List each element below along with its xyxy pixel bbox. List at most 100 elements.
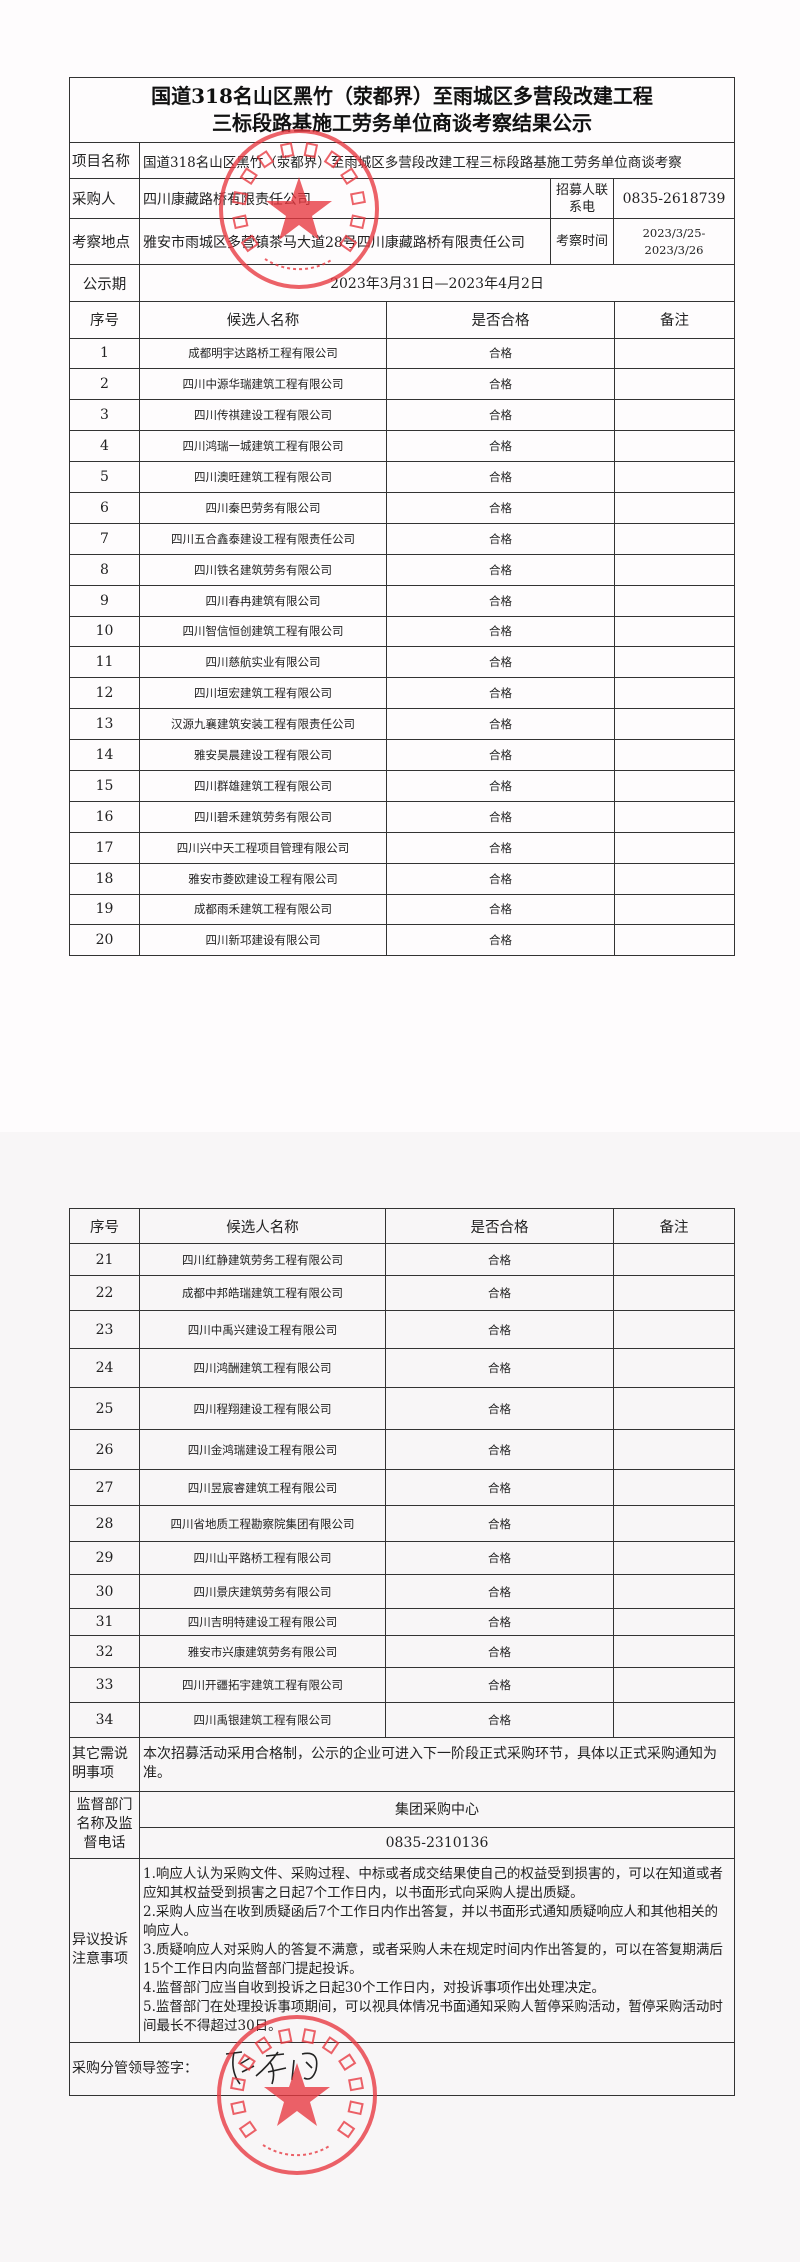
purchaser-label: 采购人 — [69, 178, 140, 219]
objection-item: 5.监督部门在处理投诉事项期间，可以视具体情况书面通知采购人暂停采购活动，暂停采… — [143, 1998, 723, 2034]
other-notes-label: 其它需说明事项 — [69, 1736, 140, 1792]
table-row: 29 四川山平路桥工程有限公司 合格 — [69, 1541, 735, 1575]
qualification-result: 合格 — [386, 337, 615, 370]
qualification-result: 合格 — [386, 924, 615, 957]
table-row: 5 四川澳旺建筑工程有限公司 合格 — [69, 461, 735, 493]
row-number: 6 — [69, 491, 140, 524]
objection-item: 2.采购人应当在收到质疑函后7个工作日内作出答复，并以书面形式通知质疑响应人和其… — [143, 1903, 718, 1939]
row-number: 22 — [69, 1275, 140, 1311]
remark — [614, 646, 735, 679]
remark — [613, 1635, 735, 1668]
table-row: 27 四川昱宸睿建筑工程有限公司 合格 — [69, 1469, 735, 1506]
table-row: 16 四川碧禾建筑劳务有限公司 合格 — [69, 800, 735, 833]
remark — [614, 708, 735, 741]
candidate-name: 四川兴中天工程项目管理有限公司 — [139, 831, 387, 864]
candidate-name: 四川程翔建设工程有限公司 — [139, 1387, 386, 1430]
candidate-name: 雅安市兴康建筑劳务有限公司 — [139, 1635, 386, 1668]
candidate-name: 四川智信恒创建筑工程有限公司 — [139, 615, 387, 648]
row-number: 24 — [69, 1348, 140, 1388]
table-row: 24 四川鸿酬建筑工程有限公司 合格 — [69, 1348, 735, 1388]
title-line-1: 国道318名山区黑竹（荥都界）至雨城区多营段改建工程 — [151, 84, 653, 108]
remark — [613, 1310, 735, 1349]
candidate-name: 四川秦巴劳务有限公司 — [139, 491, 387, 524]
table-row: 21 四川红静建筑劳务工程有限公司 合格 — [69, 1243, 735, 1276]
document-page-2: 序号 候选人名称 是否合格 备注 21 四川红静建筑劳务工程有限公司 合格 22 成都中… — [0, 1132, 800, 2262]
row-number: 7 — [69, 522, 140, 555]
row-number: 2 — [69, 368, 140, 401]
row-number: 1 — [69, 337, 140, 370]
remark — [614, 522, 735, 555]
qualification-result: 合格 — [385, 1667, 614, 1703]
objection-item: 1.响应人认为采购文件、采购过程、中标或者成交结果使自己的权益受到损害的，可以在… — [143, 1865, 723, 1901]
remark — [614, 584, 735, 617]
project-label: 项目名称 — [69, 142, 140, 179]
qualification-result: 合格 — [385, 1429, 614, 1470]
row-number: 8 — [69, 553, 140, 586]
candidate-table-page-1: 序号 候选人名称 是否合格 备注 1 成都明宇达路桥工程有限公司 合格 2 四川中源华瑞… — [69, 300, 735, 957]
remark — [613, 1387, 735, 1430]
candidate-name: 四川中源华瑞建筑工程有限公司 — [139, 368, 387, 401]
candidate-name: 汉源九襄建筑安装工程有限责任公司 — [139, 708, 387, 741]
table-row: 22 成都中邦皓瑞建筑工程有限公司 合格 — [69, 1275, 735, 1311]
qualification-result: 合格 — [385, 1243, 614, 1276]
qualification-result: 合格 — [385, 1541, 614, 1575]
remark — [614, 491, 735, 524]
row-number: 34 — [69, 1702, 140, 1738]
document-title: 国道318名山区黑竹（荥都界）至雨城区多营段改建工程 三标段路基施工劳务单位商谈… — [69, 77, 735, 143]
qualification-result: 合格 — [386, 461, 615, 493]
table-row: 1 成都明宇达路桥工程有限公司 合格 — [69, 337, 735, 370]
remark — [614, 677, 735, 710]
remark — [613, 1275, 735, 1311]
other-notes-value: 本次招募活动采用合格制，公示的企业可进入下一阶段正式采购环节，具体以正式采购通知… — [139, 1736, 735, 1792]
time-label: 考察时间 — [550, 218, 614, 265]
remark — [614, 800, 735, 833]
contact-value: 0835-2618739 — [613, 178, 735, 219]
row-number: 29 — [69, 1541, 140, 1575]
remark — [613, 1667, 735, 1703]
qualification-result: 合格 — [386, 862, 615, 895]
project-value: 国道318名山区黑竹（荥都界）至雨城区多营段改建工程三标段路基施工劳务单位商谈考… — [139, 142, 735, 179]
candidate-name: 四川开疆拓宇建筑工程有限公司 — [139, 1667, 386, 1703]
row-number: 23 — [69, 1310, 140, 1349]
time-value-end: 2023/3/26 — [644, 242, 704, 257]
table-header-row: 序号 候选人名称 是否合格 备注 — [69, 300, 735, 339]
sign-row: 采购分管领导签字： — [69, 2041, 735, 2096]
table-row: 23 四川中禹兴建设工程有限公司 合格 — [69, 1310, 735, 1349]
column-header-no: 序号 — [69, 300, 140, 339]
candidate-name: 四川金鸿瑞建设工程有限公司 — [139, 1429, 386, 1470]
row-number: 4 — [69, 430, 140, 463]
qualification-result: 合格 — [385, 1275, 614, 1311]
candidate-name: 四川景庆建筑劳务有限公司 — [139, 1574, 386, 1609]
table-row: 12 四川垣宏建筑工程有限公司 合格 — [69, 677, 735, 710]
candidate-name: 四川新邛建设有限公司 — [139, 924, 387, 957]
qualification-result: 合格 — [386, 769, 615, 802]
candidate-name: 四川春冉建筑有限公司 — [139, 584, 387, 617]
remark — [614, 430, 735, 463]
table-row: 26 四川金鸿瑞建设工程有限公司 合格 — [69, 1429, 735, 1470]
qualification-result: 合格 — [386, 491, 615, 524]
candidate-name: 四川吉明特建设工程有限公司 — [139, 1608, 386, 1636]
row-number: 14 — [69, 739, 140, 771]
qualification-result: 合格 — [386, 708, 615, 741]
purchaser-value: 四川康藏路桥有限责任公司 — [139, 178, 551, 219]
objection-label: 异议投诉注意事项 — [69, 1857, 140, 2043]
table-row: 6 四川秦巴劳务有限公司 合格 — [69, 491, 735, 524]
table-row: 9 四川春冉建筑有限公司 合格 — [69, 584, 735, 617]
candidate-name: 四川鸿酬建筑工程有限公司 — [139, 1348, 386, 1388]
remark — [614, 924, 735, 957]
remark — [613, 1429, 735, 1470]
qualification-result: 合格 — [386, 800, 615, 833]
qualification-result: 合格 — [385, 1608, 614, 1636]
period-label: 公示期 — [69, 264, 140, 302]
handwritten-signature — [226, 2051, 318, 2085]
row-number: 31 — [69, 1608, 140, 1636]
qualification-result: 合格 — [385, 1387, 614, 1430]
remark — [614, 769, 735, 802]
row-number: 16 — [69, 800, 140, 833]
remark — [614, 739, 735, 771]
remark — [614, 337, 735, 370]
page-1-content: 国道318名山区黑竹（荥都界）至雨城区多营段改建工程 三标段路基施工劳务单位商谈… — [69, 77, 735, 957]
document-page-1: 国道318名山区黑竹（荥都界）至雨城区多营段改建工程 三标段路基施工劳务单位商谈… — [69, 77, 735, 957]
title-line-2: 三标段路基施工劳务单位商谈考察结果公示 — [212, 111, 592, 135]
row-number: 18 — [69, 862, 140, 895]
